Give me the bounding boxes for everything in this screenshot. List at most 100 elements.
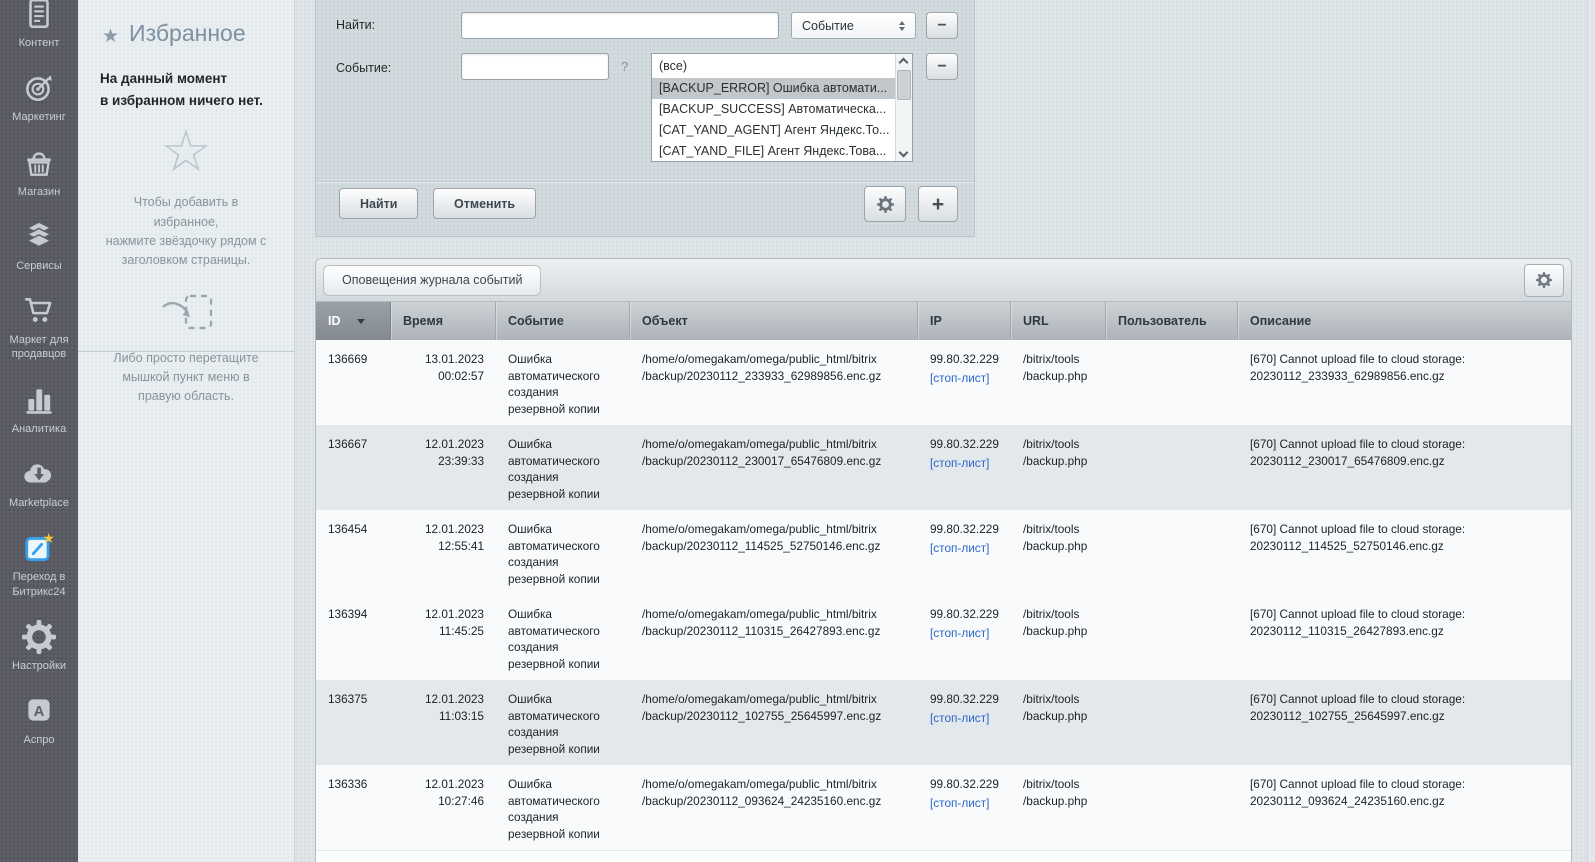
- gear-icon: [21, 620, 57, 654]
- sidebar-item-label: Маркет для продавцов: [2, 333, 76, 362]
- sidebar-item-label: Аспро: [23, 733, 54, 747]
- sidebar-item[interactable]: Сервисы: [0, 210, 78, 284]
- cell-user: [1106, 510, 1238, 595]
- grid-settings-button[interactable]: [1524, 264, 1564, 297]
- table-row[interactable]: 136454 12.01.202312:55:41 Ошибка автомат…: [316, 510, 1571, 595]
- stop-list-link[interactable]: [стоп-лист]: [930, 625, 989, 642]
- drag-to-favorites-icon: [157, 291, 215, 337]
- sidebar-item[interactable]: Аналитика: [0, 373, 78, 447]
- find-label: Найти:: [336, 18, 375, 32]
- sidebar-item[interactable]: Магазин: [0, 136, 78, 210]
- cancel-button[interactable]: Отменить: [433, 188, 536, 219]
- layers-icon: [21, 220, 57, 254]
- cell-event: Ошибка автоматического создания резервно…: [496, 425, 630, 510]
- filter-divider: [316, 181, 974, 182]
- remove-filter-row-button[interactable]: −: [926, 12, 958, 39]
- column-header-id[interactable]: ID: [316, 302, 391, 340]
- scroll-down-icon[interactable]: [900, 150, 908, 158]
- cell-event: Ошибка автоматического создания резервно…: [496, 765, 630, 850]
- scrollbar-thumb[interactable]: [897, 70, 911, 100]
- cell-description: [670] Cannot upload file to cloud storag…: [1238, 510, 1571, 595]
- scroll-up-icon[interactable]: [900, 57, 908, 65]
- table-row[interactable]: 136394 12.01.202311:45:25 Ошибка автомат…: [316, 595, 1571, 680]
- stop-list-link[interactable]: [стоп-лист]: [930, 540, 989, 557]
- table-row[interactable]: 136375 12.01.202311:03:15 Ошибка автомат…: [316, 680, 1571, 765]
- column-header-описание[interactable]: Описание: [1238, 302, 1571, 340]
- column-header-время[interactable]: Время: [391, 302, 496, 340]
- big-star-icon: ☆: [100, 123, 272, 181]
- cell-user: [1106, 340, 1238, 425]
- cell-object: /home/o/omegakam/omega/public_html/bitri…: [630, 595, 918, 680]
- cell-id: 136375: [316, 680, 391, 765]
- cell-event: Ошибка автоматического создания резервно…: [496, 340, 630, 425]
- remove-filter-row-button[interactable]: −: [926, 53, 958, 80]
- cell-user: [1106, 765, 1238, 850]
- event-input[interactable]: [461, 53, 609, 80]
- sidebar-item-label: Магазин: [18, 185, 60, 199]
- cell-object: /home/o/omegakam/omega/public_html/bitri…: [630, 425, 918, 510]
- cell-object: /home/o/omegakam/omega/public_html/bitri…: [630, 765, 918, 850]
- stop-list-link[interactable]: [стоп-лист]: [930, 710, 989, 727]
- sidebar-item[interactable]: Маркетинг: [0, 61, 78, 135]
- filter-settings-button[interactable]: [864, 186, 906, 222]
- cell-user: [1106, 425, 1238, 510]
- event-option[interactable]: [CAT_YAND_AGENT] Агент Яндекс.То...: [652, 120, 895, 141]
- sidebar-item-label: Marketplace: [9, 496, 69, 510]
- add-filter-field-button[interactable]: +: [918, 186, 958, 222]
- cell-url: /bitrix/tools /backup.php: [1011, 340, 1106, 425]
- cell-id: 136394: [316, 595, 391, 680]
- column-header-пользователь[interactable]: Пользователь: [1106, 302, 1238, 340]
- column-header-label: Описание: [1250, 314, 1311, 328]
- event-listbox[interactable]: (все)[BACKUP_ERROR] Ошибка автомати...[B…: [651, 53, 913, 162]
- sidebar-item[interactable]: Маркет для продавцов: [0, 284, 78, 373]
- stop-list-link[interactable]: [стоп-лист]: [930, 455, 989, 472]
- sidebar-item[interactable]: Настройки: [0, 610, 78, 684]
- column-header-событие[interactable]: Событие: [496, 302, 630, 340]
- cell-url: /bitrix/tools /backup.php: [1011, 510, 1106, 595]
- sidebar-item[interactable]: Аспро: [0, 684, 78, 758]
- event-option[interactable]: [CAT_YAND_FILE] Агент Яндекс.Това...: [652, 141, 895, 162]
- stop-list-link[interactable]: [стоп-лист]: [930, 370, 989, 387]
- grid-body: 136669 13.01.202300:02:57 Ошибка автомат…: [316, 340, 1571, 850]
- table-row[interactable]: 136669 13.01.202300:02:57 Ошибка автомат…: [316, 340, 1571, 425]
- column-header-label: URL: [1023, 314, 1049, 328]
- cell-id: 136669: [316, 340, 391, 425]
- plus-icon: +: [932, 194, 944, 215]
- basket-icon: [21, 146, 57, 180]
- column-header-объект[interactable]: Объект: [630, 302, 918, 340]
- cell-event: Ошибка автоматического создания резервно…: [496, 510, 630, 595]
- event-option[interactable]: [BACKUP_ERROR] Ошибка автомати...: [652, 78, 895, 99]
- table-row-partial: [316, 850, 1571, 862]
- bar-chart-icon: [21, 383, 57, 417]
- grid-tab-event-log[interactable]: Оповещения журнала событий: [323, 265, 541, 296]
- search-button[interactable]: Найти: [339, 188, 418, 219]
- cell-ip: 99.80.32.229 [стоп-лист]: [918, 680, 1011, 765]
- cell-description: [670] Cannot upload file to cloud storag…: [1238, 340, 1571, 425]
- filter-type-select[interactable]: Событие: [791, 12, 916, 39]
- sidebar-item[interactable]: Контент: [0, 0, 78, 61]
- event-log-grid: Оповещения журнала событий IDВремяСобыти…: [315, 258, 1572, 862]
- sidebar-item[interactable]: Marketplace: [0, 447, 78, 521]
- column-header-ip[interactable]: IP: [918, 302, 1011, 340]
- event-option[interactable]: [BACKUP_SUCCESS] Автоматическа...: [652, 99, 895, 120]
- column-header-label: Объект: [642, 314, 688, 328]
- document-icon: [21, 0, 57, 31]
- cell-id: 136667: [316, 425, 391, 510]
- listbox-scrollbar[interactable]: [895, 54, 912, 161]
- sidebar-item[interactable]: Переход в Битрикс24: [0, 521, 78, 610]
- cell-url: /bitrix/tools /backup.php: [1011, 425, 1106, 510]
- find-input[interactable]: [461, 12, 779, 39]
- column-header-url[interactable]: URL: [1011, 302, 1106, 340]
- cell-url: /bitrix/tools /backup.php: [1011, 595, 1106, 680]
- cell-ip: 99.80.32.229 [стоп-лист]: [918, 340, 1011, 425]
- page-scrollbar[interactable]: [1587, 0, 1595, 862]
- cell-user: [1106, 680, 1238, 765]
- favorites-hint-star: Чтобы добавить в избранное, нажмите звёз…: [100, 193, 272, 271]
- cell-user: [1106, 595, 1238, 680]
- cell-description: [670] Cannot upload file to cloud storag…: [1238, 425, 1571, 510]
- stop-list-link[interactable]: [стоп-лист]: [930, 795, 989, 812]
- event-option[interactable]: (все): [652, 54, 895, 78]
- table-row[interactable]: 136336 12.01.202310:27:46 Ошибка автомат…: [316, 765, 1571, 850]
- event-help-link[interactable]: ?: [621, 59, 628, 74]
- table-row[interactable]: 136667 12.01.202323:39:33 Ошибка автомат…: [316, 425, 1571, 510]
